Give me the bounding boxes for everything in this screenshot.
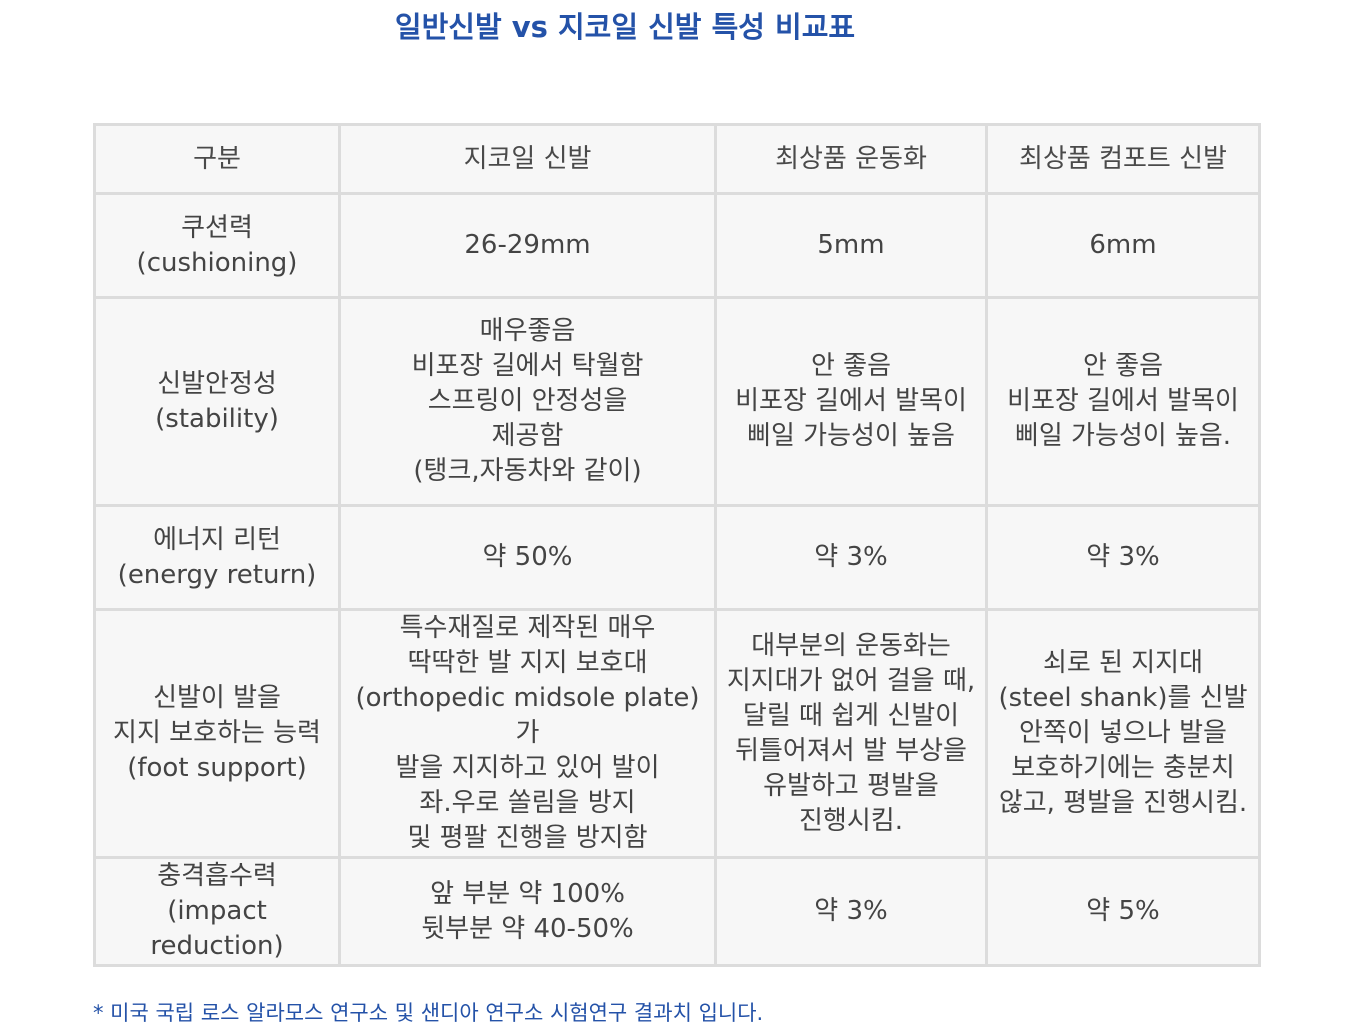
header-best-comfort-shoes: 최상품 컴포트 신발 xyxy=(985,123,1261,195)
table-cell: 약 3% xyxy=(714,856,988,967)
row-label: 충격흡수력 (impact reduction) xyxy=(93,856,341,967)
table-row-cushioning: 쿠션력 (cushioning) 26-29mm 5mm 6mm xyxy=(93,192,1261,299)
table-cell: 특수재질로 제작된 매우 딱딱한 발 지지 보호대 (orthopedic mi… xyxy=(338,608,717,859)
table-row-energy-return: 에너지 리턴 (energy return) 약 50% 약 3% 약 3% xyxy=(93,504,1261,611)
table-row-foot-support: 신발이 발을 지지 보호하는 능력 (foot support) 특수재질로 제… xyxy=(93,608,1261,859)
table-cell: 쇠로 된 지지대 (steel shank)를 신발 안쪽이 넣으나 발을 보호… xyxy=(985,608,1261,859)
header-category: 구분 xyxy=(93,123,341,195)
row-label: 신발안정성 (stability) xyxy=(93,296,341,507)
table-cell: 6mm xyxy=(985,192,1261,299)
table-cell: 26-29mm xyxy=(338,192,717,299)
table-row-stability: 신발안정성 (stability) 매우좋음 비포장 길에서 탁월함 스프링이 … xyxy=(93,296,1261,507)
header-best-sneakers: 최상품 운동화 xyxy=(714,123,988,195)
table-cell: 약 3% xyxy=(714,504,988,611)
footnote: * 미국 국립 로스 알라모스 연구소 및 샌디아 연구소 시험연구 결과치 입… xyxy=(93,1001,764,1025)
table-cell: 약 5% xyxy=(985,856,1261,967)
table-cell: 매우좋음 비포장 길에서 탁월함 스프링이 안정성을 제공함 (탱크,자동차와 … xyxy=(338,296,717,507)
table-header-row: 구분 지코일 신발 최상품 운동화 최상품 컴포트 신발 xyxy=(93,123,1261,195)
page-title: 일반신발 vs 지코일 신발 특성 비교표 xyxy=(394,10,856,44)
row-label: 신발이 발을 지지 보호하는 능력 (foot support) xyxy=(93,608,341,859)
table-cell: 약 50% xyxy=(338,504,717,611)
row-label: 에너지 리턴 (energy return) xyxy=(93,504,341,611)
comparison-table: 구분 지코일 신발 최상품 운동화 최상품 컴포트 신발 쿠션력 (cushio… xyxy=(93,123,1261,967)
table-cell: 안 좋음 비포장 길에서 발목이 삐일 가능성이 높음 xyxy=(714,296,988,507)
table-cell: 앞 부분 약 100% 뒷부분 약 40-50% xyxy=(338,856,717,967)
table-row-impact-reduction: 충격흡수력 (impact reduction) 앞 부분 약 100% 뒷부분… xyxy=(93,856,1261,967)
table-cell: 안 좋음 비포장 길에서 발목이 삐일 가능성이 높음. xyxy=(985,296,1261,507)
row-label: 쿠션력 (cushioning) xyxy=(93,192,341,299)
table-cell: 대부분의 운동화는 지지대가 없어 걸을 때, 달릴 때 쉽게 신발이 뒤틀어져… xyxy=(714,608,988,859)
table-cell: 약 3% xyxy=(985,504,1261,611)
table-cell: 5mm xyxy=(714,192,988,299)
header-gcoil-shoes: 지코일 신발 xyxy=(338,123,717,195)
